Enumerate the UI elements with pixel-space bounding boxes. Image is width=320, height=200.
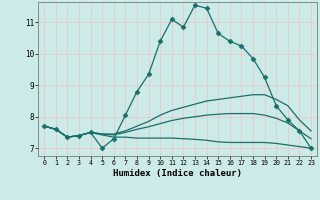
- X-axis label: Humidex (Indice chaleur): Humidex (Indice chaleur): [113, 169, 242, 178]
